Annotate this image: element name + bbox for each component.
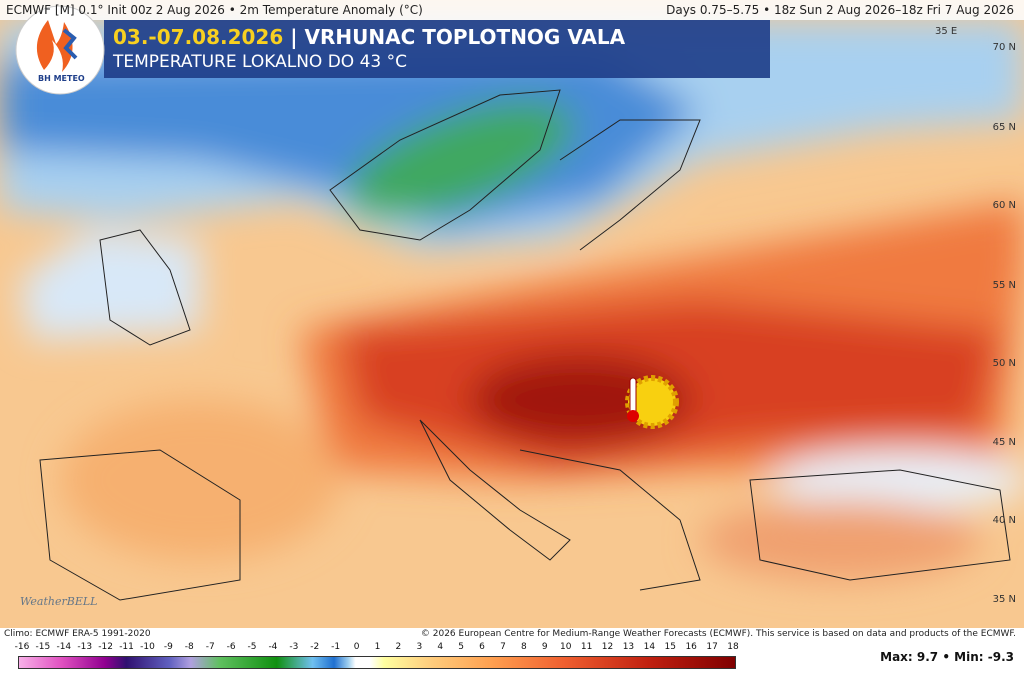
lat-label: 45 N: [992, 437, 1016, 448]
banner-bg: [104, 20, 770, 78]
colorbar-label: 0: [353, 642, 360, 652]
banner-headline: | VRHUNAC TOPLOTNOG VALA: [290, 25, 626, 49]
watermark: WeatherBELL: [20, 595, 98, 608]
colorbar-label: 10: [559, 642, 572, 652]
logo-bolt: [62, 28, 78, 60]
colorbar-label: -6: [226, 642, 236, 652]
colorbar-label: 18: [727, 642, 739, 652]
colorbar-label: 5: [458, 642, 464, 652]
lat-label: 50 N: [992, 358, 1016, 369]
colorbar: [18, 656, 736, 669]
colorbar-label: -16: [14, 642, 30, 652]
logo-text: BH METEO: [38, 74, 85, 83]
colorbar-label: -8: [184, 642, 194, 652]
colorbar-label: 6: [479, 642, 485, 652]
banner-subtitle: TEMPERATURE LOKALNO DO 43 °C: [113, 52, 407, 72]
colorbar-label: 15: [664, 642, 676, 652]
colorbar-label: -3: [289, 642, 299, 652]
colorbar-label: 9: [541, 642, 548, 652]
lat-label: 55 N: [992, 280, 1016, 291]
colorbar-label: -5: [247, 642, 257, 652]
colorbar-label: -11: [119, 642, 134, 652]
model-line: ECMWF [M] 0.1° Init 00z 2 Aug 2026 • 2m …: [6, 3, 423, 17]
header-strip: [0, 0, 1024, 20]
lat-label: 40 N: [992, 515, 1016, 526]
anomaly-field: [0, 20, 1024, 580]
colorbar-label: 16: [685, 642, 697, 652]
colorbar-label: -12: [98, 642, 113, 652]
lat-label: 65 N: [992, 122, 1016, 133]
colorbar-label: 1: [374, 642, 381, 652]
colorbar-label: -4: [268, 642, 278, 652]
lon-label: 35 E: [935, 26, 958, 37]
lat-label: 35 N: [992, 594, 1016, 605]
banner-date: 03.-07.08.2026: [113, 25, 284, 49]
map: [0, 0, 1024, 628]
colorbar-label: 14: [643, 642, 656, 652]
colorbar-label: -2: [310, 642, 320, 652]
colorbar-label: 2: [395, 642, 402, 652]
colorbar-label: 11: [580, 642, 593, 652]
colorbar-label: -14: [56, 642, 72, 652]
colorbar-label: 8: [521, 642, 527, 652]
colorbar-label: -1: [331, 642, 341, 652]
copyright: © 2026 European Centre for Medium-Range …: [420, 629, 1016, 639]
sun-icon: [625, 375, 679, 429]
colorbar-label: -10: [140, 642, 155, 652]
colorbar-label: 17: [706, 642, 718, 652]
colorbar-label: 3: [416, 642, 423, 652]
climo: Climo: ECMWF ERA-5 1991-2020: [4, 629, 151, 639]
colorbar-label: 7: [500, 642, 506, 652]
coastlines: [39, 89, 1011, 601]
colorbar-label: -15: [35, 642, 51, 652]
max-min: Max: 9.7 • Min: -9.3: [880, 650, 1014, 664]
colorbar-label: 12: [601, 642, 614, 652]
colorbar-label: -13: [77, 642, 93, 652]
banner-title: 03.-07.08.2026 | VRHUNAC TOPLOTNOG VALA: [113, 25, 625, 49]
colorbar-label: -7: [205, 642, 215, 652]
colorbar-label: 13: [622, 642, 635, 652]
colorbar-label: 4: [437, 642, 444, 652]
colorbar-label: -9: [163, 642, 173, 652]
period-line: Days 0.75–5.75 • 18z Sun 2 Aug 2026–18z …: [666, 3, 1014, 17]
lat-label: 70 N: [992, 42, 1016, 53]
logo-flame: [36, 20, 73, 72]
lat-label: 60 N: [992, 200, 1016, 211]
